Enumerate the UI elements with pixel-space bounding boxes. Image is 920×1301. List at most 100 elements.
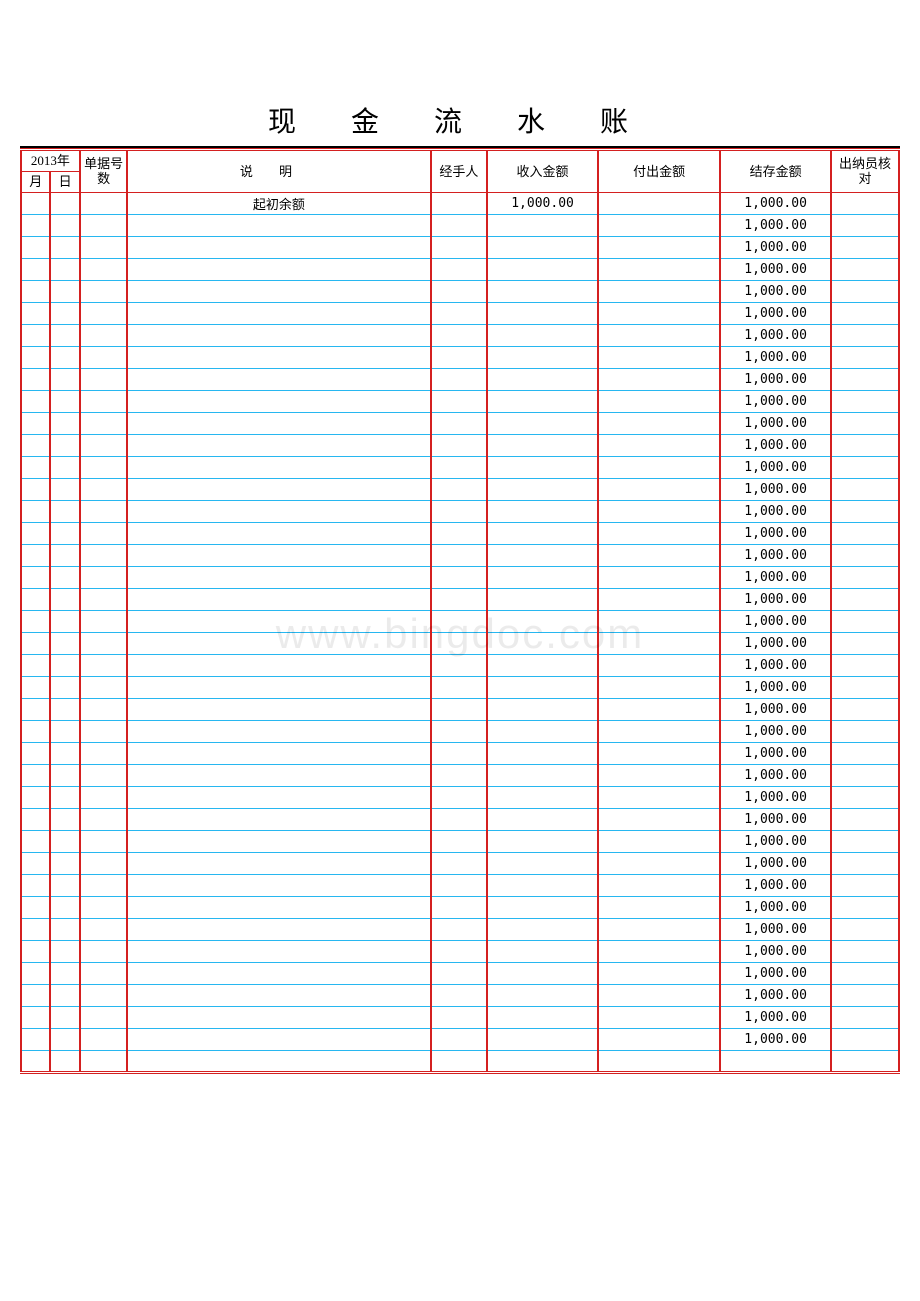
cell-docno	[80, 654, 128, 676]
cell-income	[487, 918, 598, 940]
cell-docno	[80, 764, 128, 786]
cell-balance: 1,000.00	[720, 434, 831, 456]
cell-handler	[431, 1050, 488, 1072]
cell-desc	[127, 478, 430, 500]
cell-docno	[80, 786, 128, 808]
cell-handler	[431, 368, 488, 390]
cell-payout	[598, 852, 720, 874]
cell-payout	[598, 698, 720, 720]
table-row: 1,000.00	[21, 786, 899, 808]
cell-check	[831, 412, 899, 434]
cell-day	[50, 610, 79, 632]
cell-payout	[598, 390, 720, 412]
cell-payout	[598, 236, 720, 258]
cell-month	[21, 830, 50, 852]
cell-day	[50, 390, 79, 412]
cell-desc	[127, 390, 430, 412]
cell-balance: 1,000.00	[720, 786, 831, 808]
cell-month	[21, 984, 50, 1006]
cell-desc	[127, 258, 430, 280]
cell-check	[831, 434, 899, 456]
cell-income	[487, 500, 598, 522]
cell-balance: 1,000.00	[720, 764, 831, 786]
cell-handler	[431, 434, 488, 456]
cell-balance: 1,000.00	[720, 896, 831, 918]
cell-docno	[80, 280, 128, 302]
cell-check	[831, 368, 899, 390]
cell-docno	[80, 522, 128, 544]
cell-handler	[431, 698, 488, 720]
header-desc: 说明	[127, 150, 430, 193]
cell-day	[50, 588, 79, 610]
cell-docno	[80, 236, 128, 258]
cell-payout	[598, 874, 720, 896]
cell-payout	[598, 654, 720, 676]
cell-income	[487, 280, 598, 302]
cell-docno	[80, 676, 128, 698]
cell-desc	[127, 874, 430, 896]
cell-day	[50, 632, 79, 654]
cell-payout	[598, 544, 720, 566]
cell-income	[487, 764, 598, 786]
cell-docno	[80, 500, 128, 522]
cell-month	[21, 896, 50, 918]
cell-docno	[80, 566, 128, 588]
cell-month	[21, 368, 50, 390]
cell-balance: 1,000.00	[720, 808, 831, 830]
cell-balance: 1,000.00	[720, 698, 831, 720]
cell-balance: 1,000.00	[720, 588, 831, 610]
cell-day	[50, 984, 79, 1006]
cell-day	[50, 808, 79, 830]
cell-payout	[598, 324, 720, 346]
cell-handler	[431, 808, 488, 830]
cell-month	[21, 236, 50, 258]
table-row: 1,000.00	[21, 852, 899, 874]
cell-payout	[598, 830, 720, 852]
cell-payout	[598, 500, 720, 522]
table-row: 1,000.00	[21, 588, 899, 610]
cell-month	[21, 610, 50, 632]
table-row: 1,000.00	[21, 434, 899, 456]
cell-docno	[80, 324, 128, 346]
header-month: 月	[21, 172, 50, 193]
cell-month	[21, 962, 50, 984]
cell-balance: 1,000.00	[720, 610, 831, 632]
table-row: 1,000.00	[21, 368, 899, 390]
cell-handler	[431, 192, 488, 214]
cell-income	[487, 1050, 598, 1072]
table-row: 1,000.00	[21, 896, 899, 918]
cell-balance: 1,000.00	[720, 258, 831, 280]
cell-day	[50, 830, 79, 852]
cell-day	[50, 786, 79, 808]
cell-docno	[80, 808, 128, 830]
cell-desc	[127, 830, 430, 852]
table-row: 1,000.00	[21, 412, 899, 434]
table-row: 起初余额1,000.001,000.00	[21, 192, 899, 214]
cell-check	[831, 940, 899, 962]
cell-handler	[431, 412, 488, 434]
cell-income	[487, 742, 598, 764]
cell-month	[21, 676, 50, 698]
table-row	[21, 1050, 899, 1072]
cell-check	[831, 236, 899, 258]
cell-income	[487, 214, 598, 236]
cell-income	[487, 874, 598, 896]
cell-month	[21, 940, 50, 962]
cell-docno	[80, 984, 128, 1006]
cell-balance: 1,000.00	[720, 192, 831, 214]
cell-balance: 1,000.00	[720, 500, 831, 522]
cell-balance: 1,000.00	[720, 324, 831, 346]
cell-balance: 1,000.00	[720, 984, 831, 1006]
cell-day	[50, 940, 79, 962]
table-row: 1,000.00	[21, 808, 899, 830]
cell-payout	[598, 522, 720, 544]
cell-check	[831, 456, 899, 478]
cell-day	[50, 764, 79, 786]
header-day: 日	[50, 172, 79, 193]
cell-day	[50, 236, 79, 258]
header-handler: 经手人	[431, 150, 488, 193]
cell-desc	[127, 236, 430, 258]
cell-balance: 1,000.00	[720, 478, 831, 500]
cell-income	[487, 434, 598, 456]
cell-balance: 1,000.00	[720, 874, 831, 896]
